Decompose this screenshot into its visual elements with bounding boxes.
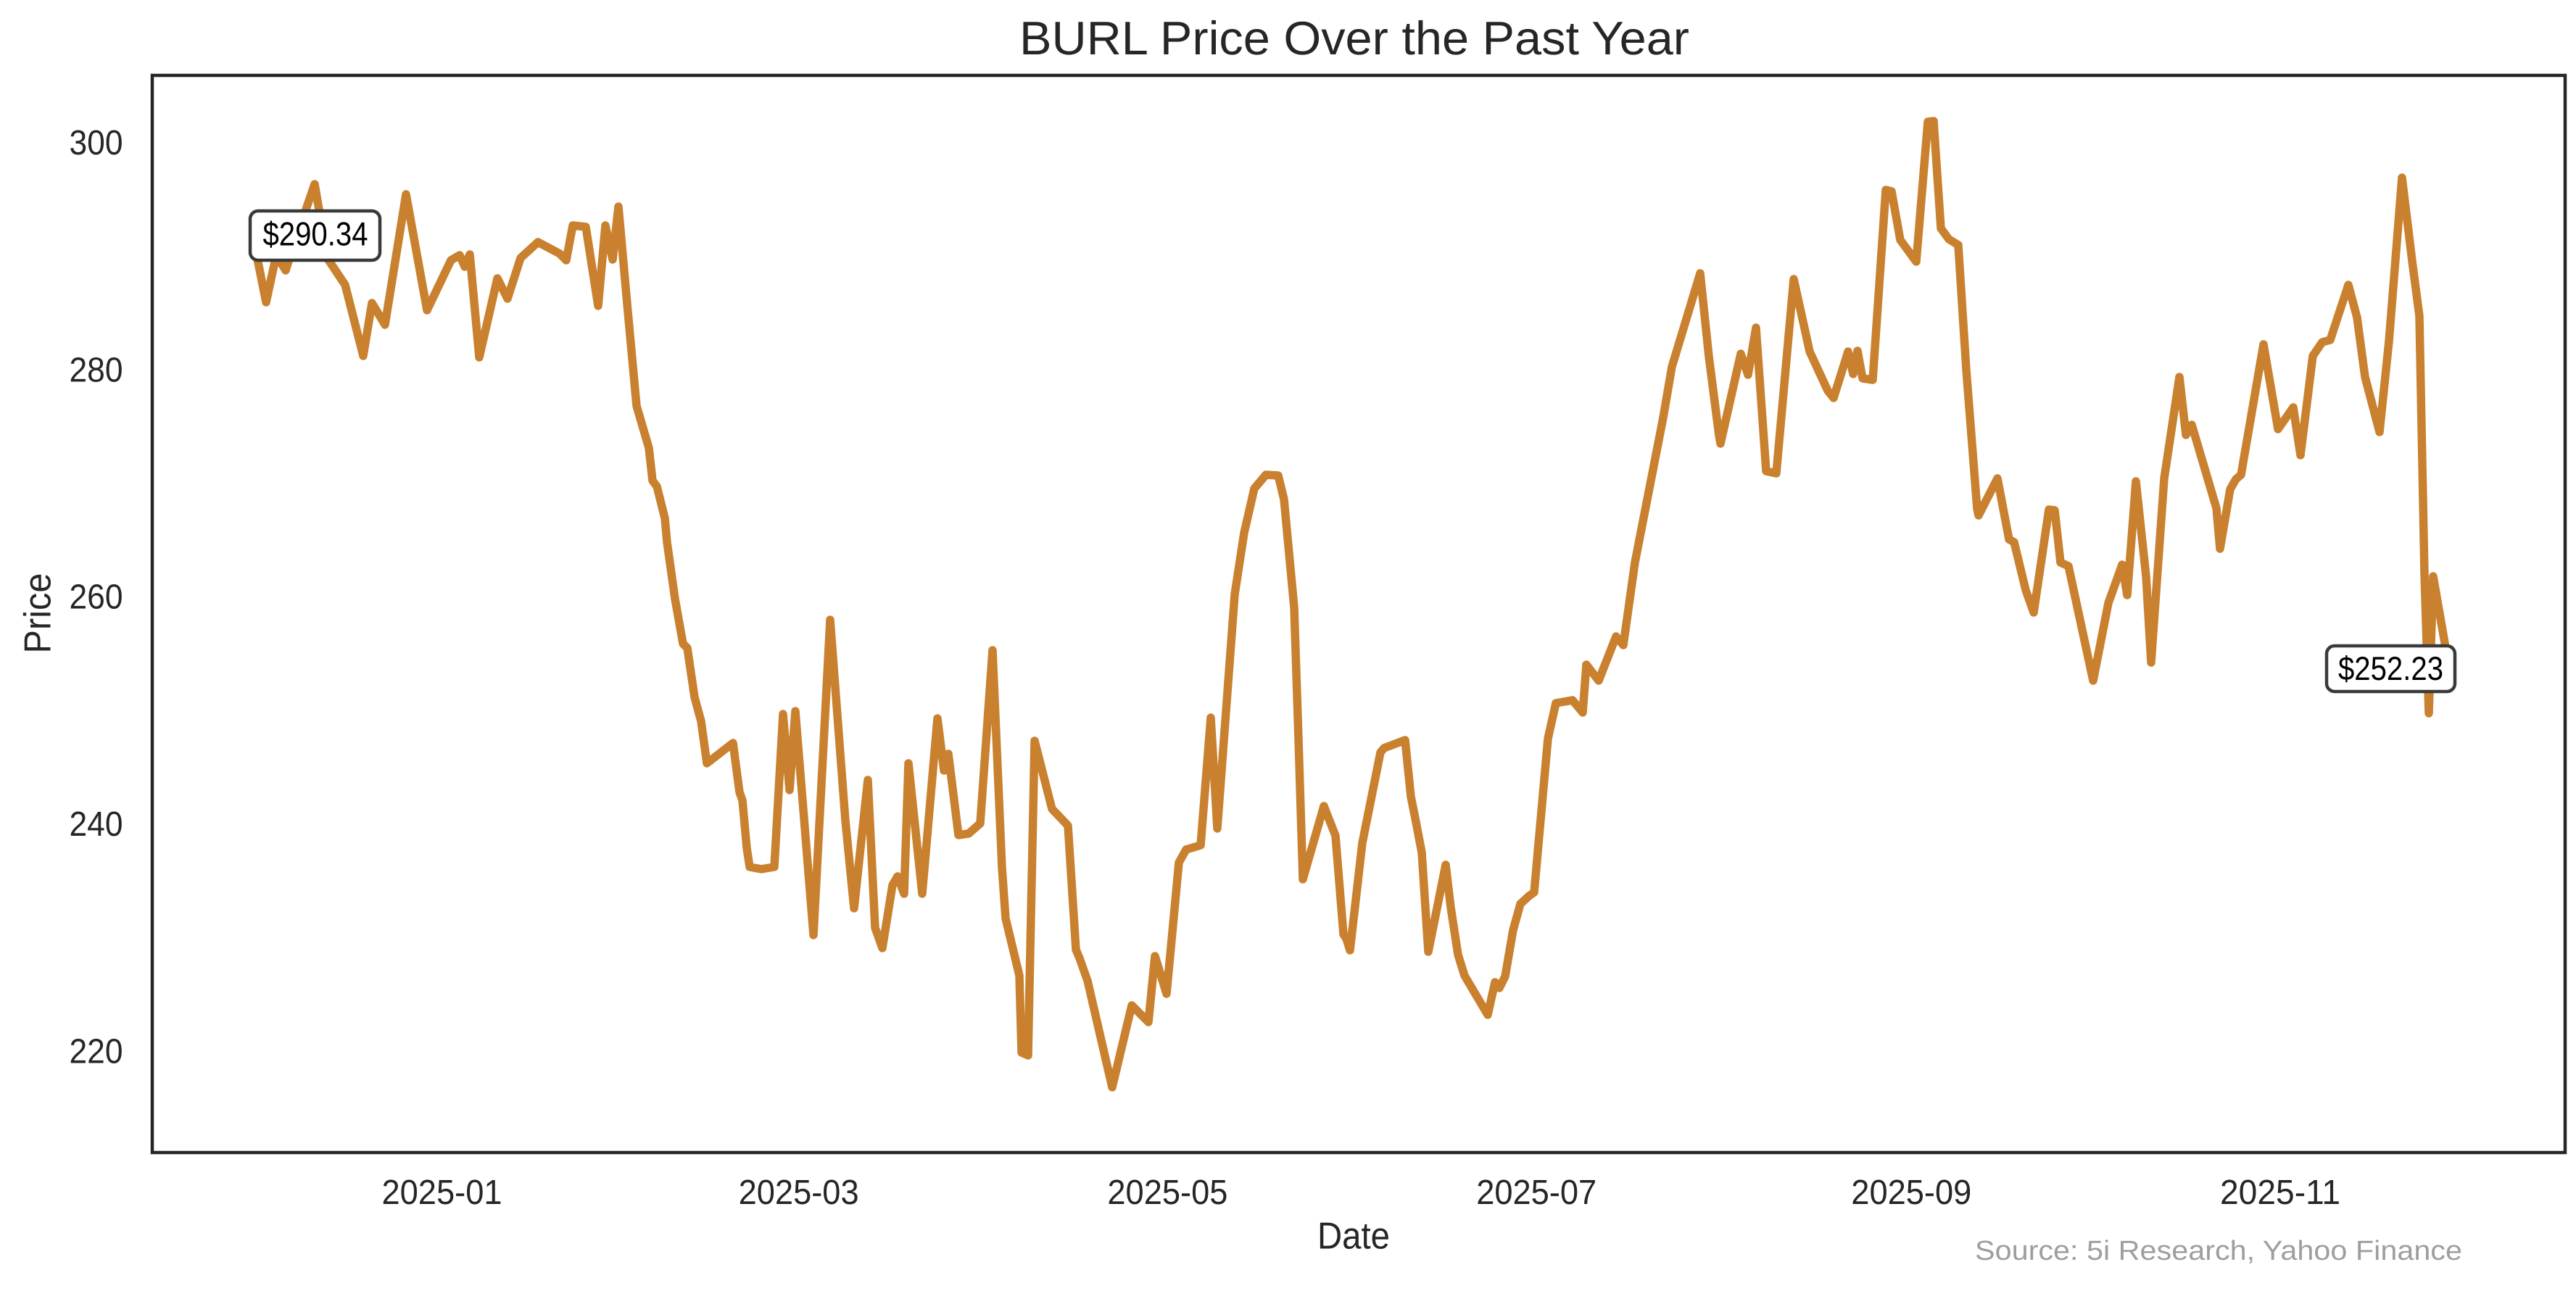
svg-text:Date: Date [1317,1216,1390,1258]
svg-text:300: 300 [70,124,123,162]
svg-text:Price: Price [17,573,59,654]
svg-text:$290.34: $290.34 [263,215,368,252]
svg-text:220: 220 [70,1032,123,1071]
svg-text:2025-07: 2025-07 [1476,1174,1596,1212]
svg-text:$252.23: $252.23 [2338,649,2443,687]
svg-text:280: 280 [70,351,123,389]
svg-text:BURL Price Over the Past Year: BURL Price Over the Past Year [1019,12,1689,65]
svg-text:2025-03: 2025-03 [739,1174,859,1212]
svg-text:2025-09: 2025-09 [1851,1174,1971,1212]
svg-text:Source: 5i Research, Yahoo Fin: Source: 5i Research, Yahoo Finance [1975,1236,2462,1266]
svg-text:260: 260 [70,578,123,617]
svg-text:240: 240 [70,805,123,844]
svg-text:2025-11: 2025-11 [2220,1174,2340,1212]
svg-text:2025-01: 2025-01 [382,1174,502,1212]
svg-text:2025-05: 2025-05 [1107,1174,1227,1212]
